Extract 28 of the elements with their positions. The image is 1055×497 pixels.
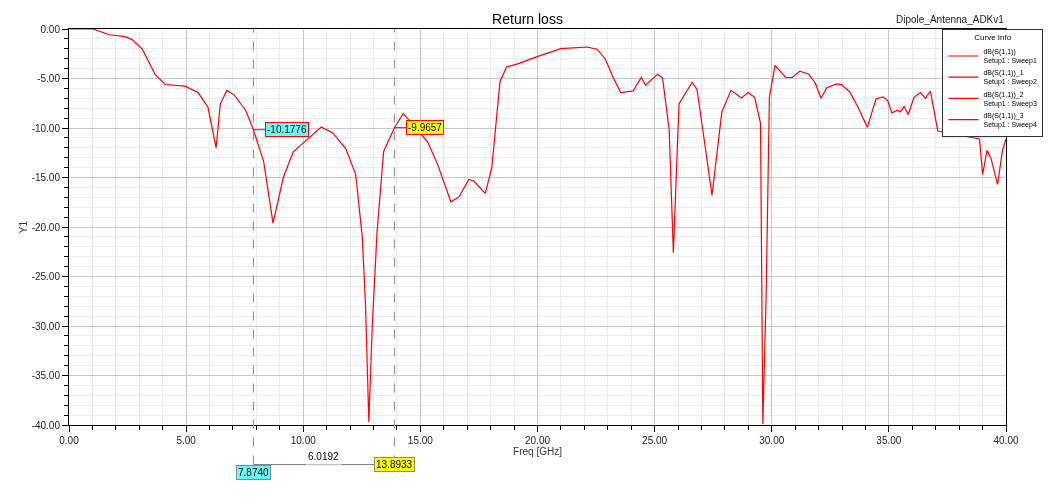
y-tick-label: 0.00: [40, 23, 61, 35]
x-tick-label: 5.00: [176, 435, 197, 446]
legend-title: Curve Info: [974, 33, 1012, 43]
ref-line-label: 7.8740: [238, 467, 270, 478]
x-tick-label: 30.00: [759, 435, 785, 446]
y-tick-label: -40.00: [31, 419, 61, 431]
y-tick-label: -25.00: [31, 271, 61, 282]
y-tick-label: -30.00: [31, 320, 61, 332]
ref-line-label: 13.8933: [376, 459, 413, 470]
x-tick-label: 20.00: [524, 435, 551, 446]
y-tick-label: -10.00: [31, 122, 61, 134]
text: 6.0192: [308, 451, 340, 462]
annotation: -9.9657: [408, 122, 443, 133]
y-tick-label: -15.00: [31, 172, 61, 183]
y-tick-label: -5.00: [37, 73, 61, 84]
x-axis-title: Freq [GHz]: [513, 446, 563, 457]
x-tick-label: 0.00: [59, 435, 80, 446]
x-tick-label: 15.00: [407, 435, 434, 446]
y-tick-label: -35.00: [31, 370, 61, 381]
x-tick-label: 35.00: [876, 435, 902, 446]
chart-title: Return loss: [492, 10, 563, 27]
x-tick-label: 25.00: [642, 435, 668, 446]
chart-subtitle: Dipole_Antenna_ADKv1: [896, 14, 1005, 25]
x-tick-label: 10.00: [290, 435, 317, 446]
y-tick-label: -20.00: [31, 221, 61, 233]
y-axis-title: Y1: [17, 220, 29, 234]
x-tick-label: 40.00: [993, 435, 1019, 446]
annotation: -10.1776: [267, 124, 307, 135]
